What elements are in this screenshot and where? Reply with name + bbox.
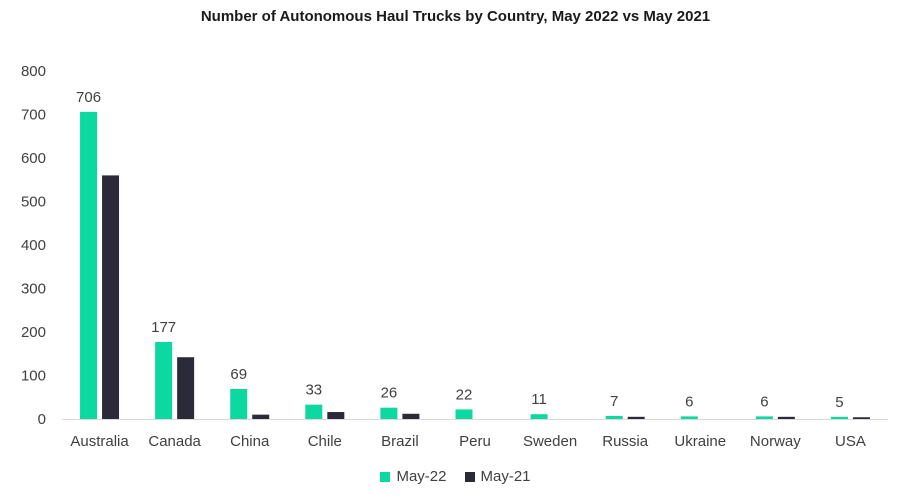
x-tick-label: Brazil xyxy=(381,433,419,450)
bar-may-21-chile xyxy=(327,412,345,419)
bar-may-21-canada xyxy=(177,357,195,419)
legend-label-may-21: May-21 xyxy=(480,468,531,485)
data-label: 6 xyxy=(685,393,693,410)
y-tick-label: 300 xyxy=(21,281,46,298)
x-tick-label: Australia xyxy=(70,433,129,450)
bar-may-22-canada xyxy=(155,342,173,419)
bar-may-21-australia xyxy=(102,175,120,419)
data-label: 26 xyxy=(381,385,398,402)
x-tick-label: Ukraine xyxy=(674,433,726,450)
data-label: 706 xyxy=(76,89,101,106)
x-tick-label: USA xyxy=(835,433,866,450)
bar-may-22-china xyxy=(230,388,248,419)
x-tick-label: Chile xyxy=(308,433,342,450)
data-label: 7 xyxy=(610,393,618,410)
x-tick-label: Sweden xyxy=(523,433,577,450)
legend-item-may-21: May-21 xyxy=(464,468,531,485)
chart-title: Number of Autonomous Haul Trucks by Coun… xyxy=(200,8,711,25)
legend-swatch-may-21 xyxy=(464,471,475,482)
legend-item-may-22: May-22 xyxy=(380,468,447,485)
y-tick-label: 700 xyxy=(21,107,46,124)
bar-may-22-ukraine xyxy=(680,416,698,419)
x-tick-label: Norway xyxy=(750,433,801,450)
bar-may-22-brazil xyxy=(380,407,398,419)
x-tick-label: Canada xyxy=(148,433,201,450)
bar-may-21-brazil xyxy=(402,413,420,419)
legend-label-may-22: May-22 xyxy=(396,468,447,485)
bar-may-21-usa xyxy=(852,417,870,419)
data-label: 6 xyxy=(760,393,768,410)
legend: May-22 May-21 xyxy=(0,468,911,485)
y-tick-label: 100 xyxy=(21,368,46,385)
bar-may-22-chile xyxy=(305,404,323,419)
x-tick-label: Peru xyxy=(459,433,491,450)
y-tick-label: 200 xyxy=(21,324,46,341)
bar-may-22-sweden xyxy=(530,414,548,419)
bar-may-22-australia xyxy=(80,111,98,419)
bar-may-22-usa xyxy=(830,416,848,419)
bar-may-22-peru xyxy=(455,409,473,419)
data-label: 5 xyxy=(835,394,843,411)
y-tick-label: 400 xyxy=(21,237,46,254)
legend-swatch-may-22 xyxy=(380,471,391,482)
data-label: 177 xyxy=(151,319,176,336)
bar-may-22-norway xyxy=(755,416,773,419)
bar-may-22-russia xyxy=(605,415,623,419)
bar-may-21-norway xyxy=(777,416,795,419)
bar-may-21-china xyxy=(252,414,270,419)
y-tick-label: 0 xyxy=(38,411,46,428)
y-tick-label: 600 xyxy=(21,150,46,167)
x-tick-label: Russia xyxy=(602,433,649,450)
data-label: 22 xyxy=(456,386,473,403)
data-label: 69 xyxy=(230,366,247,383)
data-label: 11 xyxy=(531,391,547,408)
y-tick-label: 500 xyxy=(21,194,46,211)
bar-may-21-russia xyxy=(627,416,645,419)
data-label: 33 xyxy=(305,382,322,399)
x-tick-label: China xyxy=(230,433,270,450)
y-tick-label: 800 xyxy=(21,63,46,80)
